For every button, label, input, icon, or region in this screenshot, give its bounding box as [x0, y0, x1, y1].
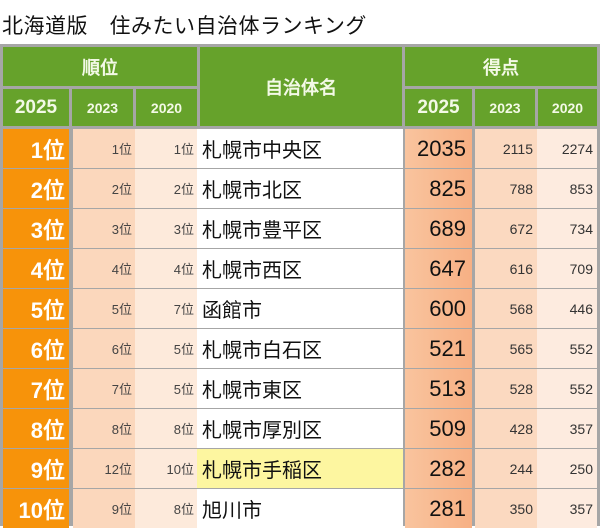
- rank-2023: 8位: [73, 409, 135, 448]
- score-2020: 552: [537, 369, 597, 408]
- score-2025: 521: [405, 329, 472, 368]
- score-2020: 357: [537, 409, 597, 448]
- rank-2025: 1位: [3, 129, 69, 168]
- table-row: 2位 2位 2位 札幌市北区 825 788 853: [0, 169, 600, 208]
- rank-2025: 5位: [3, 289, 69, 328]
- rank-2023: 2位: [73, 169, 135, 208]
- score-2023: 672: [475, 209, 537, 248]
- score-2023: 244: [475, 449, 537, 488]
- municipality-name: 札幌市厚別区: [197, 409, 403, 448]
- score-2023: 568: [475, 289, 537, 328]
- rank-2020: 8位: [135, 409, 197, 448]
- score-2025: 509: [405, 409, 472, 448]
- rank-2023: 5位: [73, 289, 135, 328]
- score-2025: 513: [405, 369, 472, 408]
- table-row: 9位 12位 10位 札幌市手稲区 282 244 250: [0, 449, 600, 488]
- rank-2025: 9位: [3, 449, 69, 488]
- score-2023: 350: [475, 489, 537, 528]
- table-row: 8位 8位 8位 札幌市厚別区 509 428 357: [0, 409, 600, 448]
- score-2020: 2274: [537, 129, 597, 168]
- table-row: 1位 1位 1位 札幌市中央区 2035 2115 2274: [0, 129, 600, 168]
- score-2023: 565: [475, 329, 537, 368]
- table-row: 6位 6位 5位 札幌市白石区 521 565 552: [0, 329, 600, 368]
- ranking-table: 順位 自治体名 得点 2025 2023 2020 2025 2023 2020…: [0, 44, 600, 528]
- table-row: 10位 9位 8位 旭川市 281 350 357: [0, 489, 600, 528]
- score-2020: 552: [537, 329, 597, 368]
- rank-2025: 8位: [3, 409, 69, 448]
- score-2020: 734: [537, 209, 597, 248]
- table-row: 4位 4位 4位 札幌市西区 647 616 709: [0, 249, 600, 288]
- score-2023: 616: [475, 249, 537, 288]
- table-row: 5位 5位 7位 函館市 600 568 446: [0, 289, 600, 328]
- score-2020-header: 2020: [538, 89, 597, 126]
- municipality-name: 函館市: [197, 289, 403, 328]
- score-2023: 788: [475, 169, 537, 208]
- rank-2020: 7位: [135, 289, 197, 328]
- municipality-name: 札幌市手稲区: [197, 449, 403, 488]
- score-2023: 528: [475, 369, 537, 408]
- municipality-name: 札幌市東区: [197, 369, 403, 408]
- municipality-name: 旭川市: [197, 489, 403, 528]
- score-2020: 709: [537, 249, 597, 288]
- score-2025: 282: [405, 449, 472, 488]
- score-2020: 250: [537, 449, 597, 488]
- municipality-name: 札幌市北区: [197, 169, 403, 208]
- rank-group-header: 順位: [3, 47, 197, 86]
- rank-2020: 8位: [135, 489, 197, 528]
- rank-2023-header: 2023: [72, 89, 133, 126]
- rank-2023: 1位: [73, 129, 135, 168]
- score-2023-header: 2023: [475, 89, 535, 126]
- rank-2020: 10位: [135, 449, 197, 488]
- municipality-name: 札幌市西区: [197, 249, 403, 288]
- score-2023: 2115: [475, 129, 537, 168]
- score-2020: 357: [537, 489, 597, 528]
- rank-2025: 10位: [3, 489, 69, 528]
- rank-2020: 2位: [135, 169, 197, 208]
- score-2023: 428: [475, 409, 537, 448]
- rank-2025: 2位: [3, 169, 69, 208]
- rank-2023: 9位: [73, 489, 135, 528]
- rank-2020: 5位: [135, 329, 197, 368]
- table-row: 7位 7位 5位 札幌市東区 513 528 552: [0, 369, 600, 408]
- rank-2023: 7位: [73, 369, 135, 408]
- rank-2025: 6位: [3, 329, 69, 368]
- rank-2020: 5位: [135, 369, 197, 408]
- score-2025-header: 2025: [405, 89, 472, 126]
- rank-2023: 6位: [73, 329, 135, 368]
- rank-2020: 4位: [135, 249, 197, 288]
- municipality-name: 札幌市豊平区: [197, 209, 403, 248]
- score-2020: 446: [537, 289, 597, 328]
- rank-2020: 1位: [135, 129, 197, 168]
- rank-2020-header: 2020: [136, 89, 197, 126]
- score-group-header: 得点: [405, 47, 597, 86]
- rank-2025-header: 2025: [3, 89, 69, 126]
- municipality-name: 札幌市中央区: [197, 129, 403, 168]
- score-2025: 689: [405, 209, 472, 248]
- name-header: 自治体名: [200, 47, 402, 126]
- table-row: 3位 3位 3位 札幌市豊平区 689 672 734: [0, 209, 600, 248]
- rank-2023: 12位: [73, 449, 135, 488]
- rank-2025: 7位: [3, 369, 69, 408]
- score-2025: 2035: [405, 129, 472, 168]
- score-2025: 281: [405, 489, 472, 528]
- score-2025: 647: [405, 249, 472, 288]
- score-2025: 600: [405, 289, 472, 328]
- rank-2020: 3位: [135, 209, 197, 248]
- rank-2025: 4位: [3, 249, 69, 288]
- municipality-name: 札幌市白石区: [197, 329, 403, 368]
- rank-2025: 3位: [3, 209, 69, 248]
- score-2025: 825: [405, 169, 472, 208]
- rank-2023: 4位: [73, 249, 135, 288]
- rank-2023: 3位: [73, 209, 135, 248]
- score-2020: 853: [537, 169, 597, 208]
- page-title: 北海道版 住みたい自治体ランキング: [2, 14, 367, 38]
